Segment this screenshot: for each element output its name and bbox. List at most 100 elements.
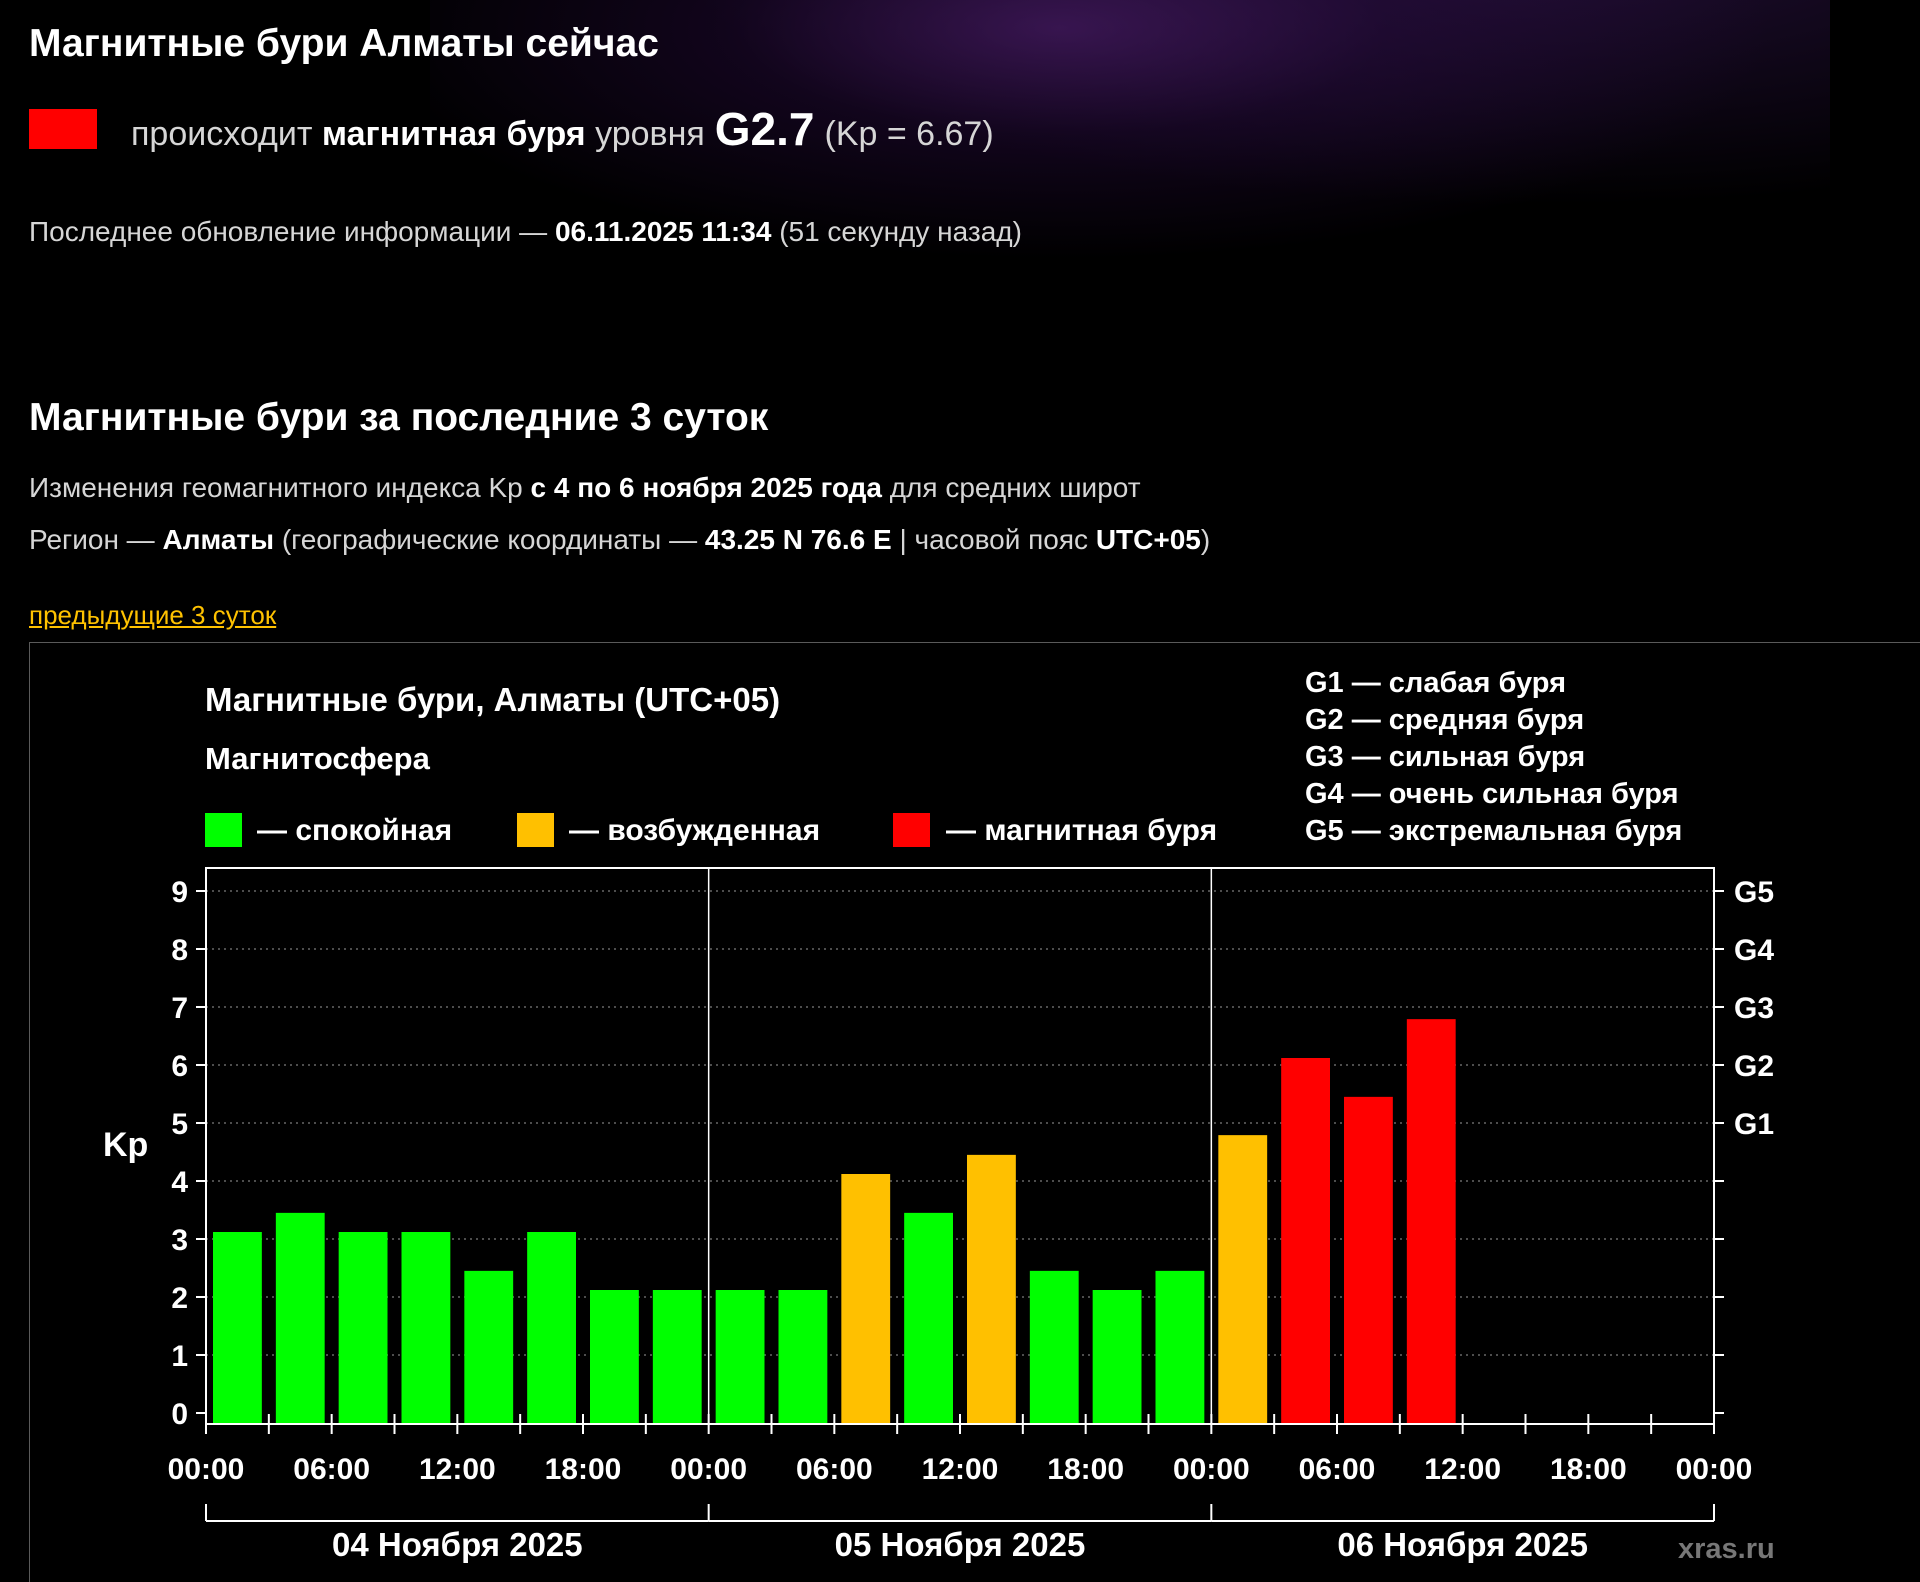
kp-bar xyxy=(904,1212,953,1424)
legend-label-storm: — магнитная буря xyxy=(946,814,1217,847)
y-tick-label: 1 xyxy=(171,1340,188,1373)
day-label: 05 Ноября 2025 xyxy=(835,1526,1086,1563)
status-color-swatch xyxy=(29,109,97,149)
info-kp-period: Изменения геомагнитного индекса Kp с 4 п… xyxy=(29,472,1141,504)
g-scale-g1: G1 — слабая буря xyxy=(1305,667,1566,699)
previous-3-days-link[interactable]: предыдущие 3 суток xyxy=(29,600,277,630)
kp-bar xyxy=(1281,1058,1330,1424)
x-tick-label: 12:00 xyxy=(922,1453,999,1486)
coords-label: (географические координаты — xyxy=(281,524,698,555)
chart-axes: 0 1 2 3 4 5 6 7 8 9 G1 G2 G3 G4 G5 00:00 06:00 12:00 18:00… xyxy=(168,867,1774,1563)
g-level-label: G1 xyxy=(1734,1108,1774,1141)
g-level-label: G4 xyxy=(1734,934,1774,967)
legend-swatch-storm xyxy=(893,813,930,847)
status-prefix: происходит xyxy=(131,115,313,153)
day-label: 04 Ноября 2025 xyxy=(332,1526,583,1563)
g-scale-g2: G2 — средняя буря xyxy=(1305,704,1584,736)
kp-bar xyxy=(590,1290,639,1424)
x-tick-label: 12:00 xyxy=(1424,1453,1501,1486)
status-text: происходит магнитная буря уровня G2.7 (Kp … xyxy=(131,102,994,156)
kp-bar xyxy=(841,1174,891,1424)
status-row: происходит магнитная буря уровня G2.7 (Kp … xyxy=(29,102,994,156)
status-level: G2.7 xyxy=(714,103,815,155)
coords-value: 43.25 N 76.6 E xyxy=(704,524,892,555)
kp-bar xyxy=(1406,1019,1456,1424)
g-level-label: G2 xyxy=(1734,1050,1774,1083)
y-tick-label: 5 xyxy=(171,1108,188,1141)
kp-bar xyxy=(715,1290,765,1424)
x-tick-label: 18:00 xyxy=(545,1453,622,1486)
g-scale-g3: G3 — сильная буря xyxy=(1305,741,1585,773)
x-tick-label: 06:00 xyxy=(1299,1453,1376,1486)
info-kp-period-value: с 4 по 6 ноября 2025 года xyxy=(530,472,882,503)
g-scale-legend: G1 — слабая буря G2 — средняя буря G3 — … xyxy=(1305,667,1682,847)
kp-bar xyxy=(464,1270,514,1424)
kp-bar xyxy=(527,1232,576,1424)
y-axis-label: Kp xyxy=(103,1126,148,1164)
x-tick-label: 06:00 xyxy=(796,1453,873,1486)
info-kp-text-a: Изменения геомагнитного индекса Kp xyxy=(29,472,523,503)
x-tick-label: 18:00 xyxy=(1550,1453,1627,1486)
g-level-label: G3 xyxy=(1734,992,1774,1025)
update-ago: (51 секунду назад) xyxy=(779,216,1022,247)
day-label: 06 Ноября 2025 xyxy=(1337,1526,1588,1563)
y-tick-label: 8 xyxy=(171,934,188,967)
x-tick-label: 12:00 xyxy=(419,1453,496,1486)
x-tick-label: 18:00 xyxy=(1047,1453,1124,1486)
status-level-word: уровня xyxy=(595,115,705,153)
update-label: Последнее обновление информации — xyxy=(29,216,548,247)
x-tick-label: 00:00 xyxy=(1676,1453,1753,1486)
region-label: Регион — xyxy=(29,524,155,555)
kp-bar xyxy=(401,1232,451,1424)
kp-bar xyxy=(338,1232,388,1424)
x-tick-label: 00:00 xyxy=(1173,1453,1250,1486)
kp-bar xyxy=(1155,1270,1205,1424)
watermark: xras.ru xyxy=(1678,1533,1775,1565)
g-level-label: G5 xyxy=(1734,876,1774,909)
chart-container: Магнитные бури, Алматы (UTC+05) Магнитос… xyxy=(29,642,1920,1582)
kp-bar xyxy=(652,1290,702,1424)
y-tick-label: 9 xyxy=(171,876,188,909)
legend-label-calm: — спокойная xyxy=(257,814,452,847)
kp-bar xyxy=(1218,1135,1268,1424)
g-scale-g5: G5 — экстремальная буря xyxy=(1305,815,1682,847)
kp-bar xyxy=(967,1154,1016,1424)
last-update: Последнее обновление информации — 06.11.… xyxy=(29,216,1022,248)
info-kp-text-b: для средних широт xyxy=(889,472,1141,503)
y-tick-label: 7 xyxy=(171,992,188,1025)
kp-chart: Магнитные бури, Алматы (UTC+05) Магнитос… xyxy=(103,667,1775,1565)
region-name: Алматы xyxy=(162,524,275,555)
kp-bar xyxy=(1092,1290,1142,1424)
update-datetime: 06.11.2025 11:34 xyxy=(554,216,772,247)
kp-bar xyxy=(1344,1096,1393,1424)
legend-swatch-calm xyxy=(205,813,242,847)
chart-gridlines xyxy=(206,868,1714,1424)
timezone-value: UTC+05 xyxy=(1095,524,1201,555)
x-tick-label: 00:00 xyxy=(168,1453,245,1486)
legend-label-excited: — возбужденная xyxy=(569,814,820,847)
legend-title: Магнитосфера xyxy=(205,741,431,776)
g-scale-g4: G4 — очень сильная буря xyxy=(1305,778,1679,810)
x-tick-label: 06:00 xyxy=(293,1453,370,1486)
y-tick-label: 2 xyxy=(171,1282,188,1315)
timezone-label: | часовой пояс xyxy=(899,524,1089,555)
legend: — спокойная — возбужденная — магнитная б… xyxy=(205,813,1217,847)
kp-bar xyxy=(275,1212,325,1424)
x-tick-label: 00:00 xyxy=(670,1453,747,1486)
status-kp: (Kp = 6.67) xyxy=(824,115,994,153)
info-close-paren: ) xyxy=(1200,524,1211,555)
chart-title: Магнитные бури, Алматы (UTC+05) xyxy=(205,681,780,718)
legend-swatch-excited xyxy=(517,813,554,847)
kp-bar xyxy=(213,1232,262,1424)
section-title: Магнитные бури за последние 3 суток xyxy=(29,396,769,439)
kp-bar xyxy=(1029,1270,1079,1424)
page-title: Магнитные бури Алматы сейчас xyxy=(29,22,659,65)
y-tick-label: 4 xyxy=(171,1166,188,1199)
info-region: Регион — Алматы (географические координа… xyxy=(29,524,1210,556)
y-tick-label: 6 xyxy=(171,1050,188,1083)
chart-bars xyxy=(213,1019,1456,1424)
y-tick-label: 0 xyxy=(171,1398,188,1431)
status-storm-word: магнитная буря xyxy=(321,115,586,153)
y-tick-label: 3 xyxy=(171,1224,188,1257)
kp-bar xyxy=(778,1290,828,1424)
